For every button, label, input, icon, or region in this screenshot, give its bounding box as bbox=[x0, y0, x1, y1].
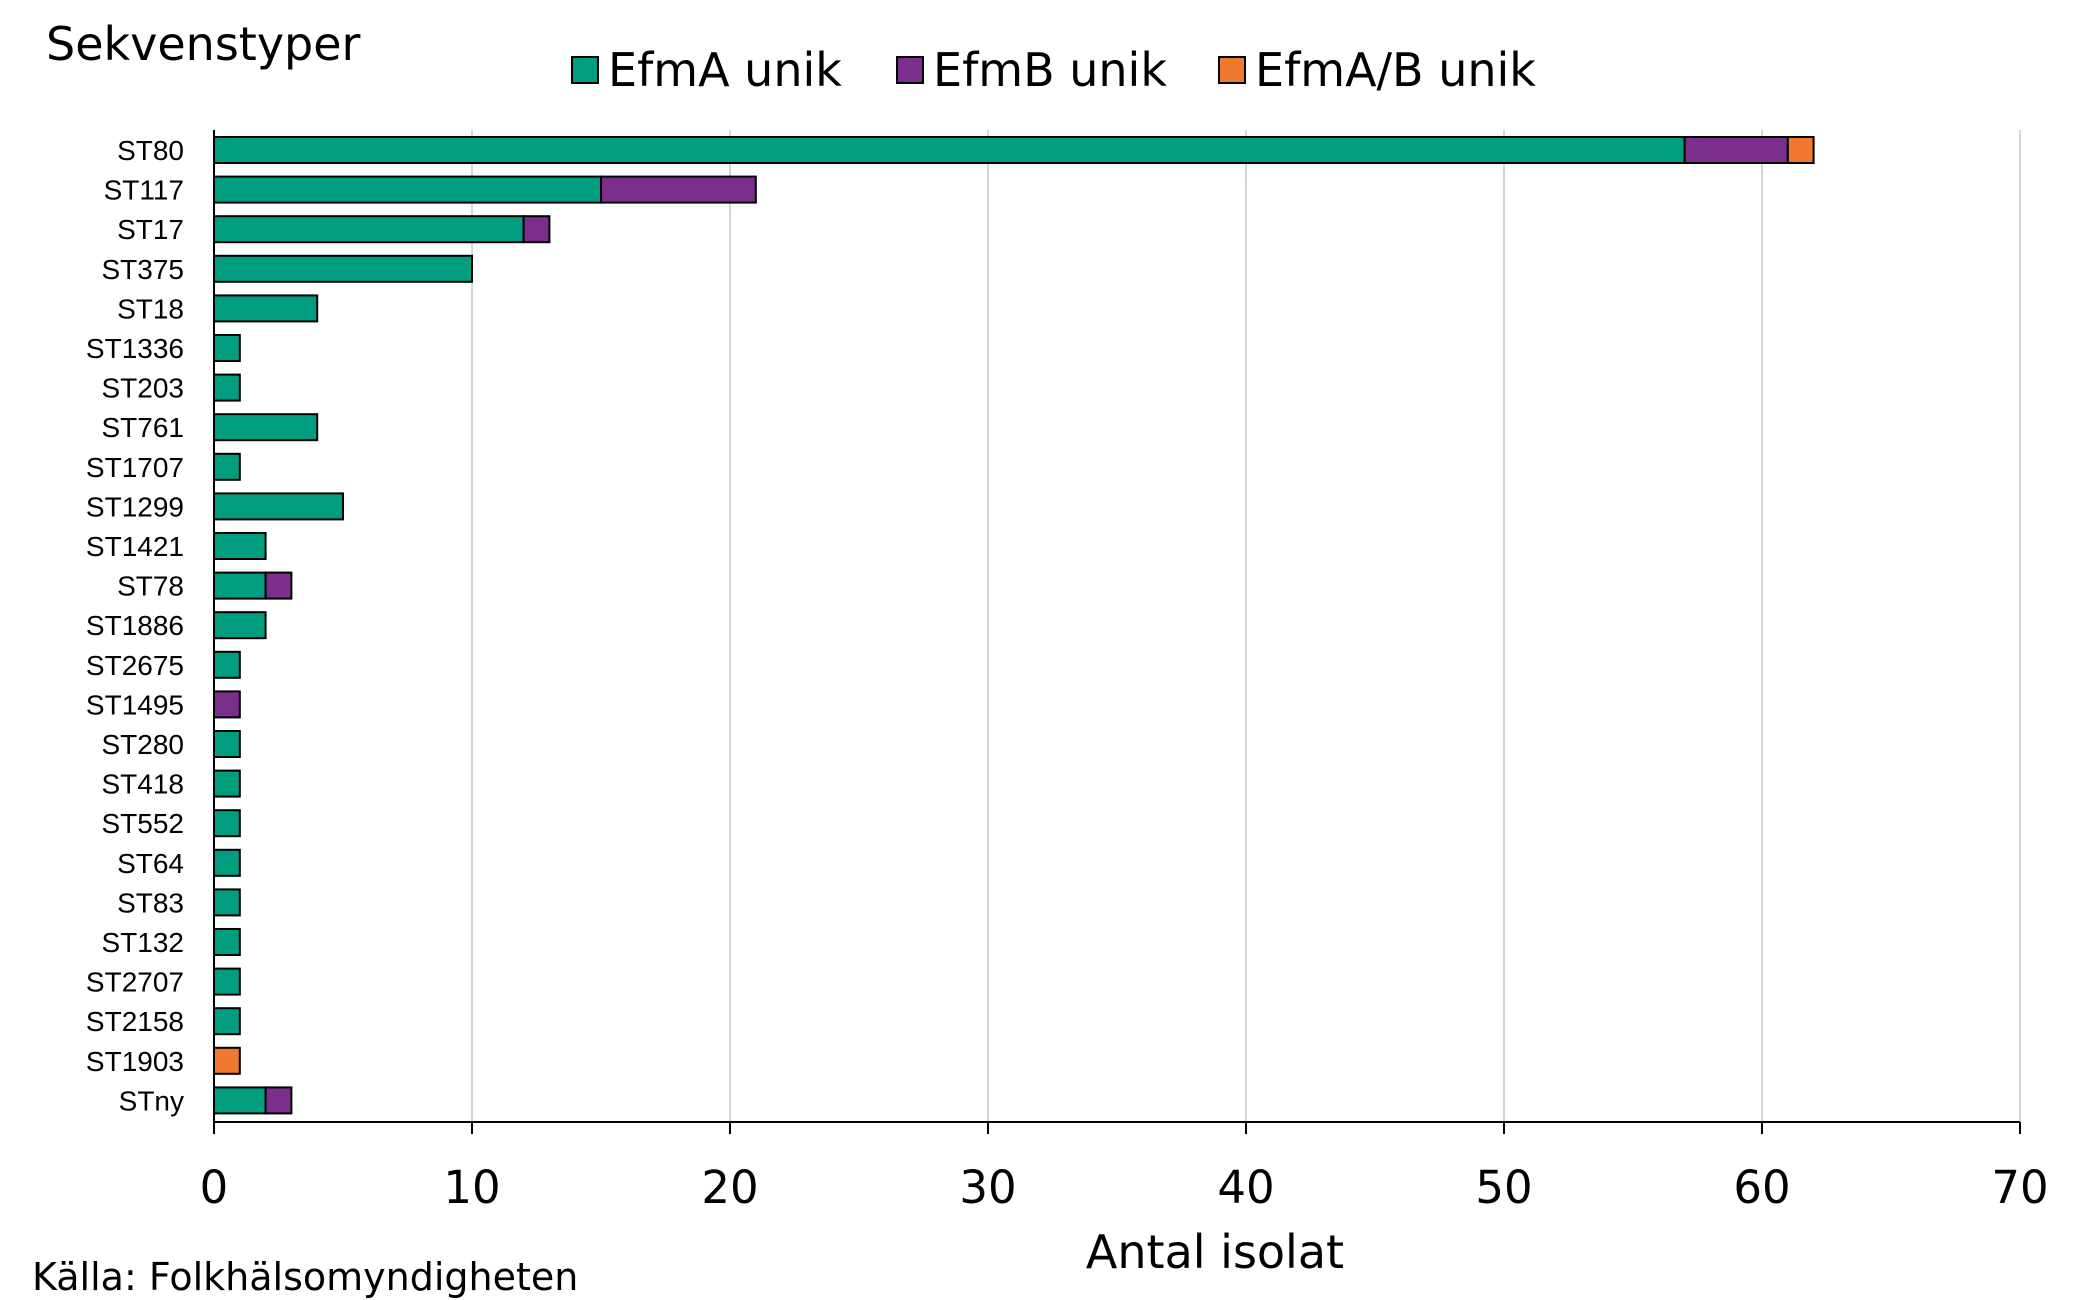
bar-segment bbox=[213, 532, 267, 560]
bar-segment bbox=[1786, 136, 1815, 164]
bar-segment bbox=[213, 254, 473, 283]
y-tick-label: ST1886 bbox=[86, 610, 184, 641]
bar-segment bbox=[213, 136, 1686, 164]
y-tick-label: ST1707 bbox=[86, 452, 184, 483]
y-tick-label: STny bbox=[119, 1085, 184, 1116]
x-tick-label: 60 bbox=[1733, 1161, 1790, 1214]
y-tick-label: ST203 bbox=[102, 373, 185, 404]
bar-segment bbox=[213, 690, 241, 719]
y-axis-labels: ST80 ST117 ST17 ST375 ST18 ST1336 ST203 ST761 ST… bbox=[86, 135, 184, 1116]
x-tick-label: 0 bbox=[200, 1161, 229, 1214]
bar-segment bbox=[264, 1086, 293, 1115]
legend-label: EfmA unik bbox=[608, 43, 842, 97]
y-tick-label: ST2707 bbox=[86, 967, 184, 998]
bar-segment bbox=[213, 492, 344, 521]
bar-segment bbox=[213, 809, 241, 838]
x-tick-label: 10 bbox=[443, 1161, 500, 1214]
x-tick-label: 30 bbox=[959, 1161, 1016, 1214]
y-tick-label: ST1495 bbox=[86, 689, 184, 720]
y-tick-label: ST2675 bbox=[86, 650, 184, 681]
bar-segment bbox=[1683, 136, 1789, 164]
bar-segment bbox=[213, 373, 241, 402]
y-tick-label: ST78 bbox=[117, 571, 184, 602]
y-tick-label: ST64 bbox=[117, 848, 184, 879]
x-tick-label: 50 bbox=[1475, 1161, 1532, 1214]
y-tick-label: ST418 bbox=[102, 769, 185, 800]
y-tick-label: ST83 bbox=[117, 887, 184, 918]
bar-segment bbox=[213, 1086, 267, 1115]
bar-segment bbox=[264, 571, 293, 600]
y-tick-label: ST17 bbox=[117, 214, 184, 245]
bar-segment bbox=[213, 571, 267, 600]
x-tick-label: 40 bbox=[1217, 1161, 1274, 1214]
bar-segment bbox=[213, 452, 241, 481]
legend: EfmA unik EfmB unik EfmA/B unik bbox=[571, 43, 1536, 97]
y-tick-label: ST1903 bbox=[86, 1046, 184, 1077]
bar-segment bbox=[213, 967, 241, 996]
y-tick-label: ST18 bbox=[117, 293, 184, 324]
bar-segment bbox=[213, 334, 241, 362]
bars bbox=[213, 136, 1815, 1115]
legend-label: EfmA/B unik bbox=[1255, 43, 1536, 97]
bar-segment bbox=[213, 215, 525, 244]
bar-segment bbox=[213, 413, 319, 442]
y-tick-label: ST2158 bbox=[86, 1006, 184, 1037]
x-axis-title: Antal isolat bbox=[1086, 1225, 1344, 1279]
y-tick-label: ST280 bbox=[102, 729, 185, 760]
bar-segment bbox=[213, 650, 241, 679]
bar-segment bbox=[600, 175, 757, 204]
y-tick-label: ST117 bbox=[104, 175, 184, 206]
chart-title: Sekvenstyper bbox=[46, 17, 361, 71]
y-tick-label: ST761 bbox=[102, 412, 185, 443]
gridlines bbox=[471, 130, 2021, 1122]
legend-swatch bbox=[896, 56, 924, 84]
legend-swatch bbox=[1218, 56, 1246, 84]
legend-label: EfmB unik bbox=[933, 43, 1167, 97]
bar-segment bbox=[213, 1007, 241, 1036]
y-tick-label: ST1299 bbox=[86, 491, 184, 522]
y-tick-label: ST80 bbox=[117, 135, 184, 166]
y-tick-label: ST132 bbox=[102, 927, 185, 958]
bar-segment bbox=[213, 294, 319, 323]
legend-swatch bbox=[571, 56, 599, 84]
x-tick-label: 70 bbox=[1991, 1161, 2048, 1214]
y-tick-label: ST1421 bbox=[86, 531, 184, 562]
bar-segment bbox=[213, 928, 241, 956]
bar-segment bbox=[213, 730, 241, 758]
bar-segment bbox=[213, 769, 241, 798]
bar-segment bbox=[213, 888, 241, 917]
bar-segment bbox=[213, 848, 241, 877]
axes bbox=[213, 130, 2021, 1134]
y-tick-label: ST1336 bbox=[86, 333, 184, 364]
bar-segment bbox=[213, 1046, 241, 1075]
x-tick-label: 20 bbox=[701, 1161, 758, 1214]
bar-segment bbox=[213, 175, 602, 204]
y-tick-label: ST552 bbox=[102, 808, 185, 839]
x-axis-ticks: 0 10 20 30 40 50 60 70 bbox=[200, 1161, 2049, 1214]
bar-segment bbox=[522, 215, 551, 244]
bar-segment bbox=[213, 611, 267, 640]
y-tick-label: ST375 bbox=[102, 254, 185, 285]
source-note: Källa: Folkhälsomyndigheten bbox=[32, 1255, 578, 1299]
